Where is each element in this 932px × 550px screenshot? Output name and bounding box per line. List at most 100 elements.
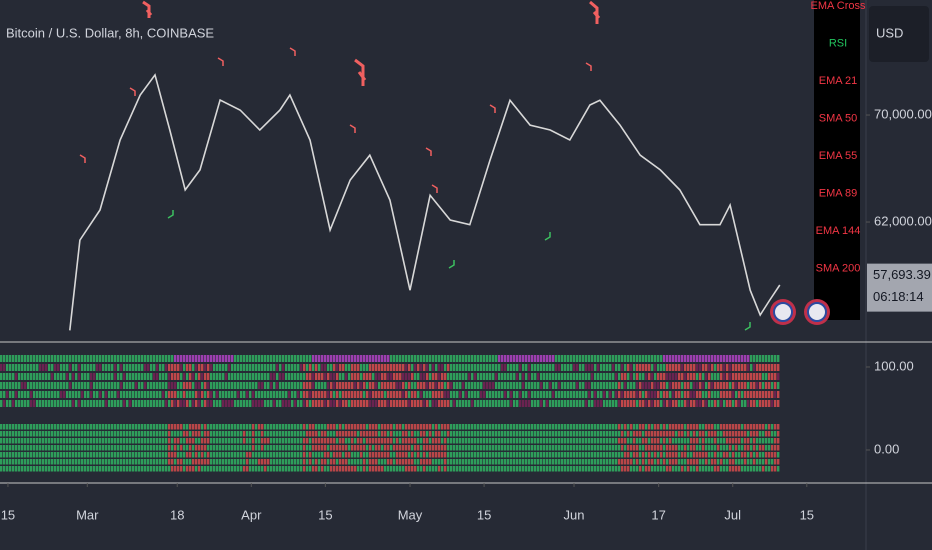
heatmap-cell: [432, 452, 435, 458]
heatmap-cell: [495, 452, 498, 458]
heatmap-cell: [216, 382, 219, 389]
heatmap-cell: [342, 382, 345, 389]
heatmap-cell: [282, 466, 285, 472]
heatmap-cell: [450, 431, 453, 437]
heatmap-cell: [507, 424, 510, 430]
heatmap-cell: [447, 424, 450, 430]
heatmap-cell: [255, 364, 258, 371]
heatmap-cell: [567, 355, 570, 362]
heatmap-cell: [636, 438, 639, 444]
heatmap-cell: [312, 424, 315, 430]
heatmap-cell: [417, 431, 420, 437]
heatmap-cell: [273, 438, 276, 444]
heatmap-cell: [153, 355, 156, 362]
heatmap-cell: [642, 400, 645, 407]
heatmap-cell: [171, 438, 174, 444]
heatmap-cell: [42, 466, 45, 472]
heatmap-cell: [63, 382, 66, 389]
heatmap-cell: [426, 466, 429, 472]
heatmap-cell: [114, 424, 117, 430]
heatmap-cell: [366, 459, 369, 465]
heatmap-cell: [462, 424, 465, 430]
heatmap-cell: [42, 382, 45, 389]
heatmap-cell: [60, 438, 63, 444]
heatmap-cell: [678, 431, 681, 437]
heatmap-cell: [756, 382, 759, 389]
heatmap-cell: [684, 355, 687, 362]
heatmap-cell: [387, 391, 390, 398]
heatmap-cell: [402, 424, 405, 430]
heatmap-cell: [24, 400, 27, 407]
heatmap-cell: [621, 382, 624, 389]
heatmap-cell: [72, 391, 75, 398]
heatmap-cell: [108, 355, 111, 362]
heatmap-cell: [501, 459, 504, 465]
heatmap-cell: [261, 382, 264, 389]
heatmap-cell: [45, 466, 48, 472]
heatmap-cell: [72, 424, 75, 430]
sell-signal: [431, 184, 438, 193]
heatmap-cell: [0, 400, 3, 407]
heatmap-cell: [747, 459, 750, 465]
heatmap-cell: [153, 364, 156, 371]
heatmap-cell: [156, 364, 159, 371]
heatmap-cell: [255, 431, 258, 437]
heatmap-cell: [375, 459, 378, 465]
heatmap-cell: [348, 452, 351, 458]
heatmap-cell: [237, 400, 240, 407]
heatmap-cell: [405, 438, 408, 444]
heatmap-cell: [354, 452, 357, 458]
heatmap-cell: [255, 355, 258, 362]
heatmap-cell: [261, 424, 264, 430]
heatmap-cell: [357, 391, 360, 398]
y-tick-label: 100.00: [874, 358, 914, 373]
heatmap-cell: [213, 391, 216, 398]
heatmap-cell: [585, 466, 588, 472]
heatmap-cell: [399, 452, 402, 458]
heatmap-cell: [594, 355, 597, 362]
heatmap-cell: [378, 382, 381, 389]
heatmap-cell: [93, 431, 96, 437]
heatmap-cell: [648, 466, 651, 472]
heatmap-cell: [327, 373, 330, 380]
heatmap-cell: [666, 431, 669, 437]
heatmap-cell: [36, 445, 39, 451]
heatmap-cell: [483, 424, 486, 430]
heatmap-cell: [186, 355, 189, 362]
heatmap-cell: [513, 438, 516, 444]
heatmap-cell: [531, 373, 534, 380]
heatmap-cell: [687, 373, 690, 380]
heatmap-cell: [756, 452, 759, 458]
heatmap-cell: [477, 364, 480, 371]
heatmap-cell: [327, 424, 330, 430]
heatmap-cell: [462, 438, 465, 444]
heatmap-cell: [759, 424, 762, 430]
heatmap-cell: [159, 391, 162, 398]
heatmap-cell: [210, 466, 213, 472]
heatmap-cell: [165, 452, 168, 458]
heatmap-cell: [306, 373, 309, 380]
heatmap-cell: [531, 431, 534, 437]
heatmap-cell: [531, 400, 534, 407]
heatmap-cell: [183, 466, 186, 472]
heatmap-cell: [546, 431, 549, 437]
heatmap-cell: [282, 355, 285, 362]
heatmap-cell: [717, 424, 720, 430]
heatmap-cell: [9, 466, 12, 472]
heatmap-cell: [126, 438, 129, 444]
heatmap-cell: [516, 438, 519, 444]
heatmap-cell: [636, 424, 639, 430]
heatmap-cell: [66, 466, 69, 472]
heatmap-cell: [432, 364, 435, 371]
heatmap-cell: [171, 382, 174, 389]
heatmap-cell: [294, 382, 297, 389]
heatmap-cell: [393, 364, 396, 371]
heatmap-cell: [642, 424, 645, 430]
heatmap-cell: [573, 438, 576, 444]
heatmap-cell: [636, 373, 639, 380]
heatmap-cell: [135, 373, 138, 380]
heatmap-cell: [765, 459, 768, 465]
heatmap-cell: [441, 431, 444, 437]
heatmap-cell: [393, 466, 396, 472]
heatmap-cell: [297, 438, 300, 444]
